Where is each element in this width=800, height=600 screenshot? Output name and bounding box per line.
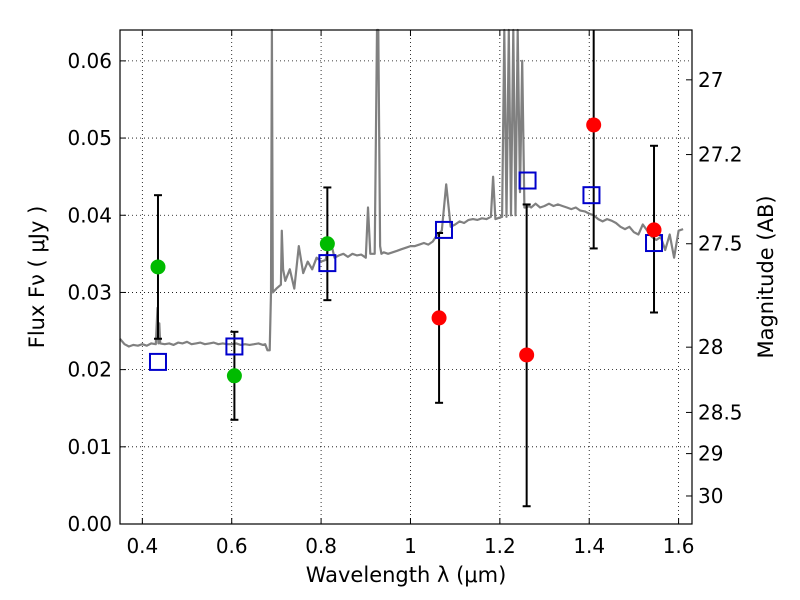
- x-tick-label: 1.6: [663, 534, 695, 558]
- green-data-point: [150, 259, 166, 275]
- x-tick-label: 1.4: [573, 534, 605, 558]
- plot-frame: [119, 29, 693, 525]
- red-data-point: [646, 222, 662, 238]
- green-data-point: [226, 368, 242, 384]
- spectrum-layer: [119, 28, 684, 352]
- mag-tick-label: 27: [698, 68, 723, 92]
- x-tick-label: 1: [404, 534, 417, 558]
- y-tick-label: 0.04: [67, 203, 112, 227]
- x-tick-label: 0.8: [305, 534, 337, 558]
- model-square-marker: [518, 171, 537, 190]
- errorbar-layer: [153, 30, 659, 508]
- model-square-marker: [318, 254, 337, 273]
- model-points: [148, 171, 664, 371]
- y-tick-label: 0.06: [67, 49, 112, 73]
- ticks: [120, 30, 692, 525]
- x-tick-label: 0.6: [216, 534, 248, 558]
- red-data-point: [431, 310, 447, 326]
- tick-labels: 0.4 0.6 0.8 1 1.2 1.4 1.6 0.00 0.01 0.02 0.03 0.04 0…: [67, 49, 742, 558]
- mag-tick-label: 27.5: [698, 232, 743, 256]
- y-tick-label: 0.01: [67, 435, 112, 459]
- red-data-point: [519, 347, 535, 363]
- model-square-marker: [434, 220, 453, 239]
- red-data-point: [586, 117, 602, 133]
- y-tick-label: 0.00: [67, 512, 112, 536]
- model-square-marker: [148, 352, 167, 371]
- grid: [120, 30, 692, 525]
- mag-tick-label: 27.2: [698, 143, 743, 167]
- x-tick-label: 0.4: [126, 534, 158, 558]
- x-axis-label: Wavelength λ (μm): [306, 563, 507, 587]
- mag-tick-label: 29: [698, 442, 723, 466]
- y-axis-label: Flux Fν ( μJy ): [25, 206, 49, 349]
- observed-points: [150, 117, 662, 384]
- y2-axis-label: Magnitude (AB): [754, 195, 778, 358]
- model-square-marker: [582, 186, 601, 205]
- y-tick-label: 0.02: [67, 358, 112, 382]
- y-tick-label: 0.05: [67, 126, 112, 150]
- green-data-point: [319, 236, 335, 252]
- mag-tick-label: 28: [698, 335, 723, 359]
- x-tick-label: 1.2: [484, 534, 516, 558]
- mag-tick-label: 30: [698, 484, 723, 508]
- y-tick-label: 0.03: [67, 280, 112, 304]
- model-square-marker: [225, 337, 244, 356]
- mag-tick-label: 28.5: [698, 400, 743, 424]
- spectrum-line: [119, 28, 684, 352]
